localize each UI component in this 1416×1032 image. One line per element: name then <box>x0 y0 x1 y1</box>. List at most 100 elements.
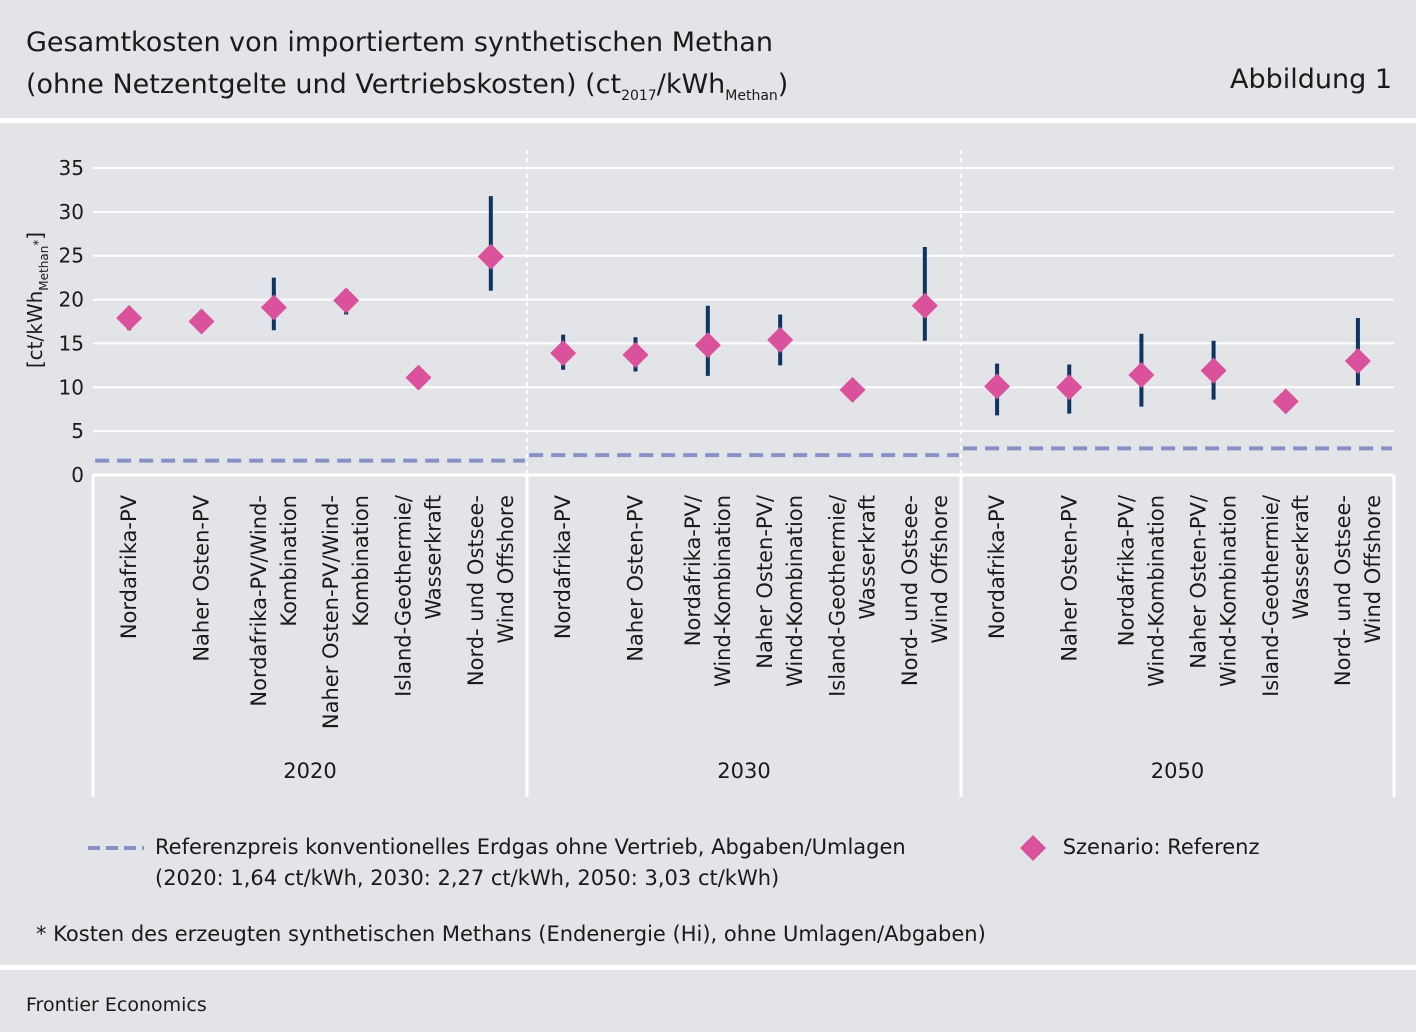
category-label: Naher Osten-PV/Wind-Kombination <box>753 494 807 687</box>
category-label-line: Island-Geothermie/ <box>826 494 850 697</box>
category-label-line: Nord- und Ostsee- <box>1331 495 1355 686</box>
legend-scenario-text: Szenario: Referenz <box>1062 835 1260 859</box>
legend-reference-line-2: (2020: 1,64 ct/kWh, 2030: 2,27 ct/kWh, 2… <box>155 866 780 890</box>
ylabel-sup: * <box>31 240 45 246</box>
scenario-marker <box>1200 357 1227 384</box>
scenario-marker <box>1056 374 1083 401</box>
category-label: Nord- und Ostsee- Wind Offshore <box>1331 495 1385 686</box>
chart-title-line-1: Gesamtkosten von importiertem synthetisc… <box>26 22 788 64</box>
y-tick-label: 35 <box>59 156 84 180</box>
grid-lines <box>93 167 1394 433</box>
ylabel-bracket: ] <box>23 232 47 240</box>
reference-lines <box>95 446 1392 463</box>
category-label-line: Naher Osten-PV <box>190 494 214 661</box>
category-label-line: Naher Osten-PV/ <box>753 494 777 669</box>
footer-separator <box>0 965 1416 970</box>
category-label: Island-Geothermie/Wasserkraft <box>826 494 880 697</box>
y-tick-label: 15 <box>59 331 84 355</box>
scenario-marker <box>405 364 432 391</box>
scenario-marker <box>694 332 721 359</box>
category-label-line: Naher Osten-PV <box>624 494 648 661</box>
range-bars <box>127 196 1360 416</box>
header-separator <box>0 118 1416 123</box>
category-label: Naher Osten-PV/Wind-Kombination <box>319 495 373 729</box>
y-axis-label: [ct/kWhMethan*] <box>23 232 51 368</box>
category-label: Nordafrika-PV <box>117 494 141 639</box>
category-label-line: Nord- und Ostsee- <box>464 495 488 686</box>
title-block: Gesamtkosten von importiertem synthetisc… <box>26 22 788 117</box>
category-label-line: Nordafrika-PV/ <box>681 494 705 646</box>
category-label-line: Wind-Kombination <box>711 495 735 687</box>
scenario-marker <box>116 304 143 331</box>
legend-scenario: Szenario: Referenz <box>1018 832 1260 863</box>
title-text-2b: /kWh <box>656 69 726 100</box>
category-label-line: Nordafrika-PV/ <box>1114 494 1138 646</box>
y-tick-label: 30 <box>59 200 84 224</box>
title-sub-year: 2017 <box>621 88 657 104</box>
scenario-marker <box>1128 362 1155 389</box>
group-separators <box>525 150 963 797</box>
category-label: Nordafrika-PV <box>551 494 575 639</box>
legend-diamond-icon <box>1020 835 1046 861</box>
scenario-marker <box>984 373 1011 400</box>
category-label: Nordafrika-PV <box>985 494 1009 639</box>
category-label-line: Wind Offshore <box>494 495 518 644</box>
category-label-line: Wind Offshore <box>928 495 952 644</box>
scenario-marker <box>1272 388 1299 415</box>
scenario-marker <box>550 340 577 367</box>
scenario-marker <box>622 341 649 368</box>
category-label-line: Naher Osten-PV/ <box>1187 494 1211 669</box>
legend-dash-icon <box>88 846 144 850</box>
category-label-line: Kombination <box>277 495 301 627</box>
category-label: Naher Osten-PV <box>624 494 648 661</box>
category-label-line: Kombination <box>349 495 373 627</box>
category-label: Nord- und Ostsee- Wind Offshore <box>898 495 952 686</box>
category-label-line: Wind-Kombination <box>783 495 807 687</box>
category-label-line: Island-Geothermie/ <box>392 494 416 697</box>
title-sub-methan: Methan <box>725 88 778 104</box>
group-year-label: 2030 <box>717 759 770 783</box>
category-label-line: Wasserkraft <box>1289 495 1313 620</box>
scenario-marker <box>839 376 866 403</box>
scenario-marker <box>911 292 938 319</box>
category-label: Nordafrika-PV/Wind-Kombination <box>1114 494 1168 687</box>
category-label-line: Wind-Kombination <box>1217 495 1241 687</box>
category-label-line: Wasserkraft <box>856 495 880 620</box>
category-label: Naher Osten-PV <box>1057 494 1081 661</box>
source-note: Frontier Economics <box>26 994 207 1016</box>
group-year-label: 2020 <box>283 759 336 783</box>
legend-reference-line-1: Referenzpreis konventionelles Erdgas ohn… <box>155 835 906 859</box>
footnote: * Kosten des erzeugten synthetischen Met… <box>36 922 986 946</box>
scenario-marker <box>260 294 287 321</box>
category-label-line: Wind-Kombination <box>1144 495 1168 687</box>
ylabel-text: [ct/kWh <box>23 291 47 368</box>
y-tick-label: 25 <box>59 244 84 268</box>
ylabel-sub: Methan <box>37 246 51 291</box>
scenario-markers <box>116 243 1371 415</box>
category-label: Nordafrika-PV/Wind-Kombination <box>681 494 735 687</box>
category-label-line: Naher Osten-PV <box>1057 494 1081 661</box>
category-label-line: Naher Osten-PV/Wind- <box>319 495 343 729</box>
category-label: Island-Geothermie/Wasserkraft <box>392 494 446 697</box>
group-year-label: 2050 <box>1151 759 1204 783</box>
title-text-1: Gesamtkosten von importiertem synthetisc… <box>26 27 773 58</box>
y-axis-title: [ct/kWhMethan*] <box>23 232 51 368</box>
category-label: Naher Osten-PV <box>190 494 214 661</box>
axes: 0 5 10 15 20 25 30 35 <box>59 156 1396 797</box>
scenario-marker <box>188 308 215 335</box>
category-label-line: Nordafrika-PV <box>551 494 575 639</box>
y-tick-label: 20 <box>59 288 84 312</box>
legend-reference-text: Referenzpreis konventionelles Erdgas ohn… <box>155 832 906 894</box>
category-label-line: Island-Geothermie/ <box>1259 494 1283 697</box>
y-tick-label: 10 <box>59 375 84 399</box>
chart-title-line-2: (ohne Netzentgelte und Vertriebskosten) … <box>26 64 788 117</box>
category-label: Nordafrika-PV/Wind-Kombination <box>247 495 301 707</box>
category-label-line: Wind Offshore <box>1361 495 1385 644</box>
category-label-line: Nordafrika-PV <box>985 494 1009 639</box>
category-labels: Nordafrika-PV Naher Osten-PV Nordafrika-PV… <box>117 494 1385 783</box>
y-tick-label: 0 <box>71 463 84 487</box>
scenario-marker <box>767 326 794 353</box>
scenario-marker <box>477 243 504 270</box>
category-label-line: Nordafrika-PV <box>117 494 141 639</box>
y-tick-label: 5 <box>71 419 84 443</box>
